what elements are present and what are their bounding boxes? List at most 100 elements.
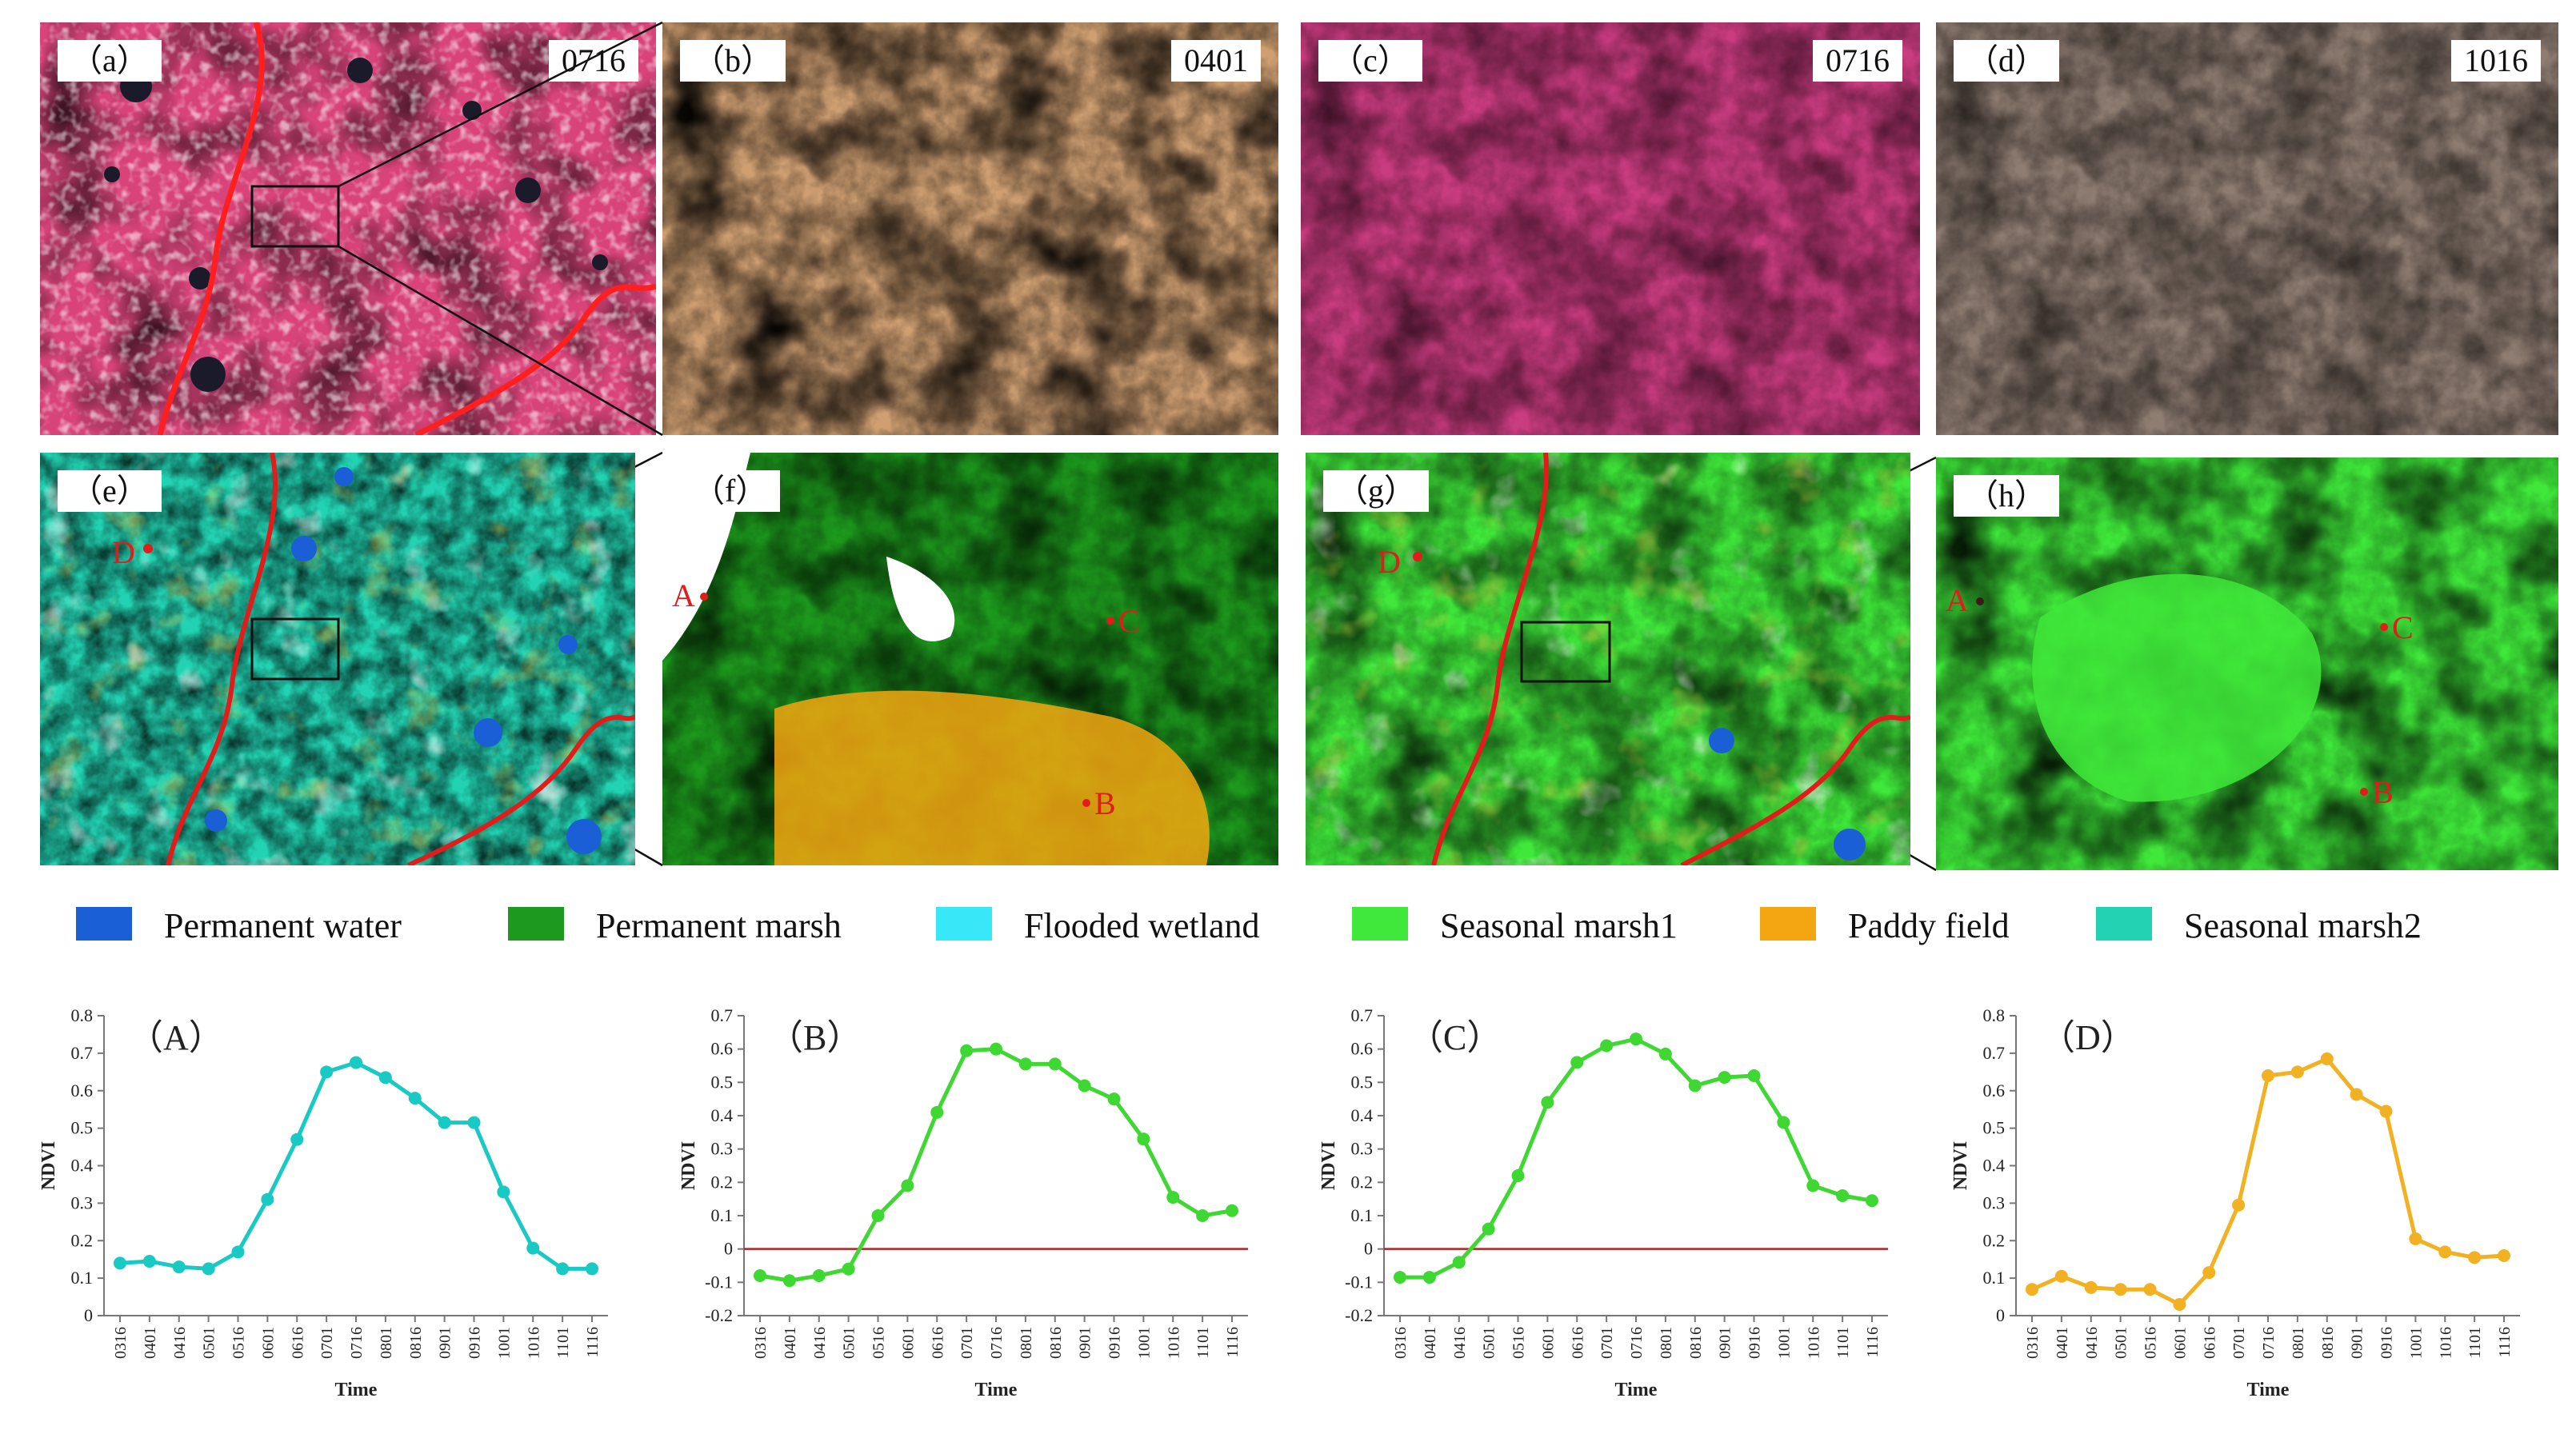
data-point (960, 1044, 974, 1057)
point-label: B (2372, 774, 2394, 810)
x-tick-label: 1001 (2407, 1327, 2425, 1359)
data-point (812, 1269, 826, 1282)
x-tick-label: 0501 (2113, 1327, 2130, 1359)
ndvi-series-line (759, 1047, 1233, 1283)
data-point (2084, 1280, 2098, 1294)
data-point (556, 1262, 570, 1276)
x-tick-label: 1101 (2466, 1327, 2484, 1358)
x-tick-label: 0316 (2024, 1327, 2042, 1359)
y-tick-label: -0.1 (705, 1272, 733, 1292)
data-point (2054, 1269, 2068, 1283)
x-tick-label: 1016 (525, 1327, 542, 1359)
x-tick-label: 0601 (1539, 1327, 1557, 1359)
y-tick-label: 0.2 (711, 1172, 734, 1192)
data-point (467, 1116, 481, 1129)
x-tick-label: 1016 (1165, 1327, 1182, 1359)
y-tick-label: 0.4 (711, 1105, 734, 1125)
data-point (2232, 1198, 2246, 1212)
ndvi-chart-c: -0.2 -0.1 0 0.1 0.2 0.3 0.4 0.5 0.6 0.7 0316 0401 04… (1304, 992, 1912, 1424)
data-point (2438, 1245, 2452, 1259)
data-point (290, 1132, 304, 1146)
data-point (261, 1192, 274, 1206)
data-point (1747, 1069, 1761, 1082)
y-tick-label: 0.7 (71, 1043, 94, 1063)
x-tick-label: 0701 (2230, 1327, 2248, 1359)
y-tick-label: -0.2 (1345, 1305, 1373, 1325)
x-tick-label: 0516 (2142, 1327, 2160, 1359)
panel-label: （h） (1954, 475, 2059, 517)
chart-svg: 0 0.1 0.2 0.3 0.4 0.5 0.6 0.7 0.8 0316 0401 0416 050… (1950, 1005, 2520, 1400)
data-point (2262, 1069, 2274, 1082)
classification-map: D (40, 453, 635, 865)
data-point (1394, 1271, 1406, 1284)
data-point (1600, 1039, 1614, 1053)
x-tick-label: 0516 (230, 1327, 248, 1359)
y-tick-label: 0.1 (1983, 1268, 2006, 1288)
data-point (2498, 1249, 2510, 1262)
y-tick-label: 0.2 (1983, 1230, 2006, 1250)
x-tick-label: 0416 (1451, 1327, 1469, 1359)
x-tick-label: 0416 (171, 1327, 189, 1359)
image-panel-d: （d） 1016 (1936, 22, 2558, 435)
legend-label: Permanent water (164, 906, 402, 945)
legend: Permanent water Permanent marsh Flooded … (0, 894, 2576, 958)
legend-swatch (508, 907, 564, 941)
y-tick-label: 0.5 (1351, 1072, 1374, 1092)
x-tick-label: 0516 (1510, 1327, 1528, 1359)
x-tick-label: 1001 (1775, 1327, 1793, 1359)
y-tick-label: 0.5 (71, 1118, 94, 1138)
data-point (142, 1255, 156, 1268)
y-tick-label: 0 (724, 1239, 733, 1259)
image-date: 0716 (549, 40, 638, 82)
legend-swatch (936, 907, 992, 941)
data-point (901, 1179, 914, 1192)
x-tick-label: 0816 (1047, 1327, 1065, 1359)
chart-panel-label: （A） (128, 1018, 224, 1057)
y-tick-label: 0 (1364, 1239, 1373, 1259)
data-point (1196, 1209, 1210, 1222)
y-tick-label: 0.7 (1351, 1005, 1374, 1025)
point-label: C (1118, 603, 1140, 639)
y-tick-label: 0.6 (1983, 1080, 2006, 1100)
x-tick-label: 0516 (870, 1327, 888, 1359)
x-tick-label: 0816 (1687, 1327, 1705, 1359)
y-tick-label: 0.1 (1351, 1205, 1374, 1225)
x-tick-label: 0916 (1106, 1327, 1124, 1359)
data-point (1422, 1271, 1436, 1284)
y-tick-label: 0.5 (1983, 1118, 2006, 1138)
x-tick-label: 0316 (112, 1327, 130, 1359)
data-point (2409, 1232, 2422, 1245)
legend-label: Seasonal marsh1 (1440, 906, 1678, 945)
y-axis-title: NDVI (1950, 1141, 1971, 1190)
x-tick-label: 0601 (259, 1327, 277, 1359)
y-tick-label: -0.1 (1345, 1272, 1373, 1292)
data-point (2026, 1283, 2038, 1296)
point-label: B (1094, 785, 1116, 821)
legend-swatch (2096, 907, 2152, 941)
y-tick-label: 0.7 (711, 1005, 734, 1025)
legend-swatch (76, 907, 132, 941)
sepia-image (662, 22, 1278, 435)
x-tick-label: 0616 (1569, 1327, 1586, 1359)
y-tick-label: 0.8 (1983, 1005, 2006, 1025)
data-point (1452, 1256, 1466, 1269)
x-tick-label: 1116 (1864, 1327, 1882, 1358)
x-tick-label: 0916 (1746, 1327, 1764, 1359)
x-tick-label: 0401 (1422, 1327, 1439, 1359)
ndvi-chart-a: 0 0.1 0.2 0.3 0.4 0.5 0.6 0.7 0.8 0316 0401 0416 050… (24, 992, 632, 1424)
legend-swatch (1352, 907, 1408, 941)
x-tick-label: 1101 (1194, 1327, 1212, 1358)
x-tick-label: 0616 (2201, 1327, 2218, 1359)
x-tick-label: 0801 (1658, 1327, 1675, 1359)
data-point (1137, 1132, 1150, 1146)
x-axis-title: Time (1615, 1380, 1658, 1400)
x-tick-label: 0701 (318, 1327, 336, 1359)
x-tick-label: 0501 (1481, 1327, 1498, 1359)
x-tick-label: 0401 (2054, 1327, 2071, 1359)
panel-label: （c） (1318, 40, 1422, 82)
x-tick-label: 0801 (2290, 1327, 2307, 1359)
chart-panel-label: （D） (2040, 1018, 2136, 1057)
data-point (1866, 1194, 1878, 1208)
data-point (526, 1241, 540, 1255)
x-tick-label: 0716 (2260, 1327, 2278, 1359)
